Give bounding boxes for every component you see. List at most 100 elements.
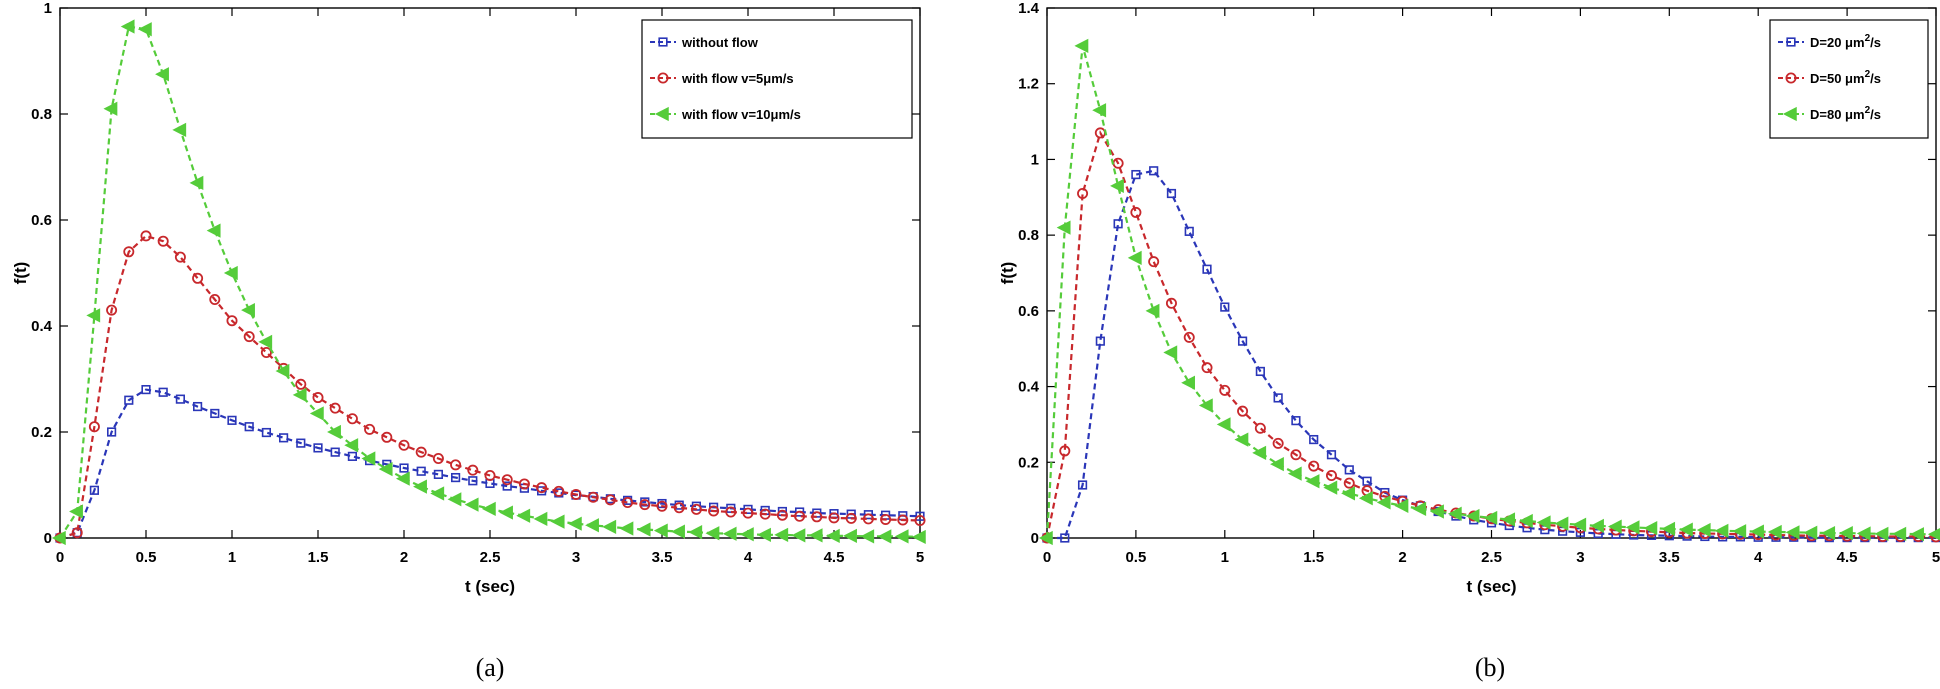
y-tick-label: 0.2 bbox=[31, 424, 52, 441]
data-point bbox=[708, 505, 720, 517]
data-point bbox=[1483, 510, 1498, 526]
y-tick-label: 0.8 bbox=[31, 106, 52, 123]
data-point bbox=[1131, 169, 1141, 180]
data-point bbox=[364, 423, 376, 435]
data-point bbox=[1501, 512, 1516, 527]
data-point bbox=[244, 422, 254, 432]
data-point bbox=[653, 523, 668, 538]
data-point bbox=[1220, 302, 1230, 312]
data-point bbox=[1343, 477, 1355, 489]
y-tick-label: 0.8 bbox=[1018, 227, 1039, 244]
data-point bbox=[346, 413, 358, 425]
data-point bbox=[447, 492, 462, 507]
data-point bbox=[1092, 103, 1107, 118]
data-point bbox=[1237, 405, 1249, 417]
data-point bbox=[89, 485, 99, 495]
data-point bbox=[1110, 178, 1124, 194]
legend: without flow with flow v=5μm/s with flow v… bbox=[641, 19, 913, 139]
data-point bbox=[774, 527, 789, 542]
data-point bbox=[88, 421, 100, 433]
data-point bbox=[585, 518, 599, 533]
legend-label: with flow v=10μm/s bbox=[681, 107, 801, 122]
data-point bbox=[1165, 297, 1177, 309]
data-point bbox=[1892, 526, 1907, 541]
data-point bbox=[688, 525, 703, 540]
data-point bbox=[1309, 434, 1319, 445]
data-point bbox=[158, 387, 168, 397]
data-point bbox=[120, 19, 135, 34]
y-tick-label: 1.2 bbox=[1018, 76, 1039, 93]
panel-caption: (b) bbox=[1475, 653, 1505, 682]
data-point bbox=[860, 529, 875, 544]
data-point bbox=[1821, 525, 1836, 541]
y-tick-label: 1 bbox=[44, 0, 52, 17]
data-point bbox=[124, 395, 134, 405]
y-tick-label: 0.6 bbox=[1018, 303, 1039, 320]
data-point bbox=[416, 466, 426, 476]
data-point bbox=[843, 528, 857, 543]
data-point bbox=[673, 502, 685, 514]
data-point bbox=[1625, 520, 1640, 535]
y-tick-label: 1 bbox=[1031, 151, 1039, 168]
legend-marker bbox=[657, 72, 669, 84]
x-tick-label: 0.5 bbox=[1125, 549, 1146, 566]
legend-marker bbox=[1786, 37, 1796, 47]
x-tick-label: 1.5 bbox=[308, 549, 329, 566]
data-point bbox=[361, 451, 376, 466]
data-point bbox=[395, 471, 410, 486]
data-point bbox=[261, 427, 272, 438]
data-point bbox=[602, 519, 617, 534]
data-point bbox=[1590, 518, 1604, 534]
x-tick-label: 5 bbox=[916, 549, 924, 566]
data-point bbox=[69, 504, 83, 519]
data-point bbox=[1839, 525, 1853, 541]
data-point bbox=[1077, 480, 1088, 490]
x-tick-label: 1 bbox=[228, 549, 236, 566]
x-tick-label: 2 bbox=[400, 549, 408, 566]
y-tick-label: 0 bbox=[44, 530, 52, 547]
data-point bbox=[1323, 480, 1338, 495]
data-point bbox=[210, 408, 220, 419]
data-point bbox=[467, 464, 479, 476]
data-point bbox=[533, 511, 548, 527]
data-point bbox=[1750, 524, 1764, 539]
data-point bbox=[845, 512, 857, 524]
data-point bbox=[1394, 498, 1409, 513]
x-tick-label: 1.5 bbox=[1303, 549, 1324, 566]
data-point bbox=[1325, 470, 1337, 482]
data-point bbox=[619, 521, 634, 536]
data-point bbox=[1198, 398, 1213, 413]
data-point bbox=[86, 308, 101, 323]
data-point bbox=[103, 101, 118, 116]
data-point bbox=[911, 529, 926, 545]
x-tick-label: 4 bbox=[1754, 549, 1763, 566]
data-point bbox=[1767, 524, 1782, 540]
data-point bbox=[312, 392, 324, 404]
data-point bbox=[570, 489, 582, 501]
data-point bbox=[243, 331, 255, 343]
data-point bbox=[536, 482, 548, 494]
data-point bbox=[1341, 486, 1356, 501]
data-point bbox=[1643, 521, 1658, 536]
data-point bbox=[1113, 219, 1123, 229]
data-point bbox=[327, 424, 341, 440]
data-point bbox=[722, 526, 737, 541]
data-point bbox=[292, 387, 307, 403]
data-point bbox=[1149, 166, 1159, 176]
data-point bbox=[1127, 250, 1142, 265]
data-point bbox=[880, 513, 892, 525]
data-point bbox=[1412, 501, 1427, 516]
data-point bbox=[1201, 362, 1213, 374]
data-point bbox=[381, 431, 393, 443]
y-tick-label: 0.4 bbox=[31, 318, 53, 335]
data-point bbox=[1305, 474, 1320, 489]
legend-label: without flow bbox=[681, 35, 759, 50]
data-point bbox=[1661, 521, 1676, 537]
data-point bbox=[1095, 336, 1105, 346]
legend-box bbox=[641, 19, 913, 139]
data-point bbox=[1554, 516, 1569, 531]
y-axis-label: f(t) bbox=[998, 262, 1017, 285]
data-point bbox=[450, 472, 461, 483]
data-point bbox=[141, 384, 151, 395]
data-point bbox=[155, 67, 169, 82]
